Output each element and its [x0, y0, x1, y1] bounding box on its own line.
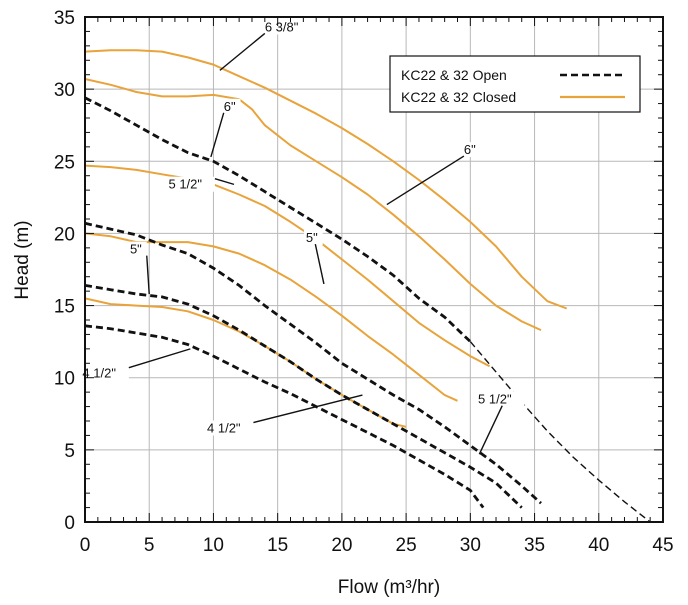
- annotation-leader: [214, 178, 235, 186]
- y-axis-title: Head (m): [12, 220, 33, 299]
- y-tick-label: 30: [54, 80, 75, 101]
- annotation-label: 4 1/2": [82, 366, 116, 381]
- y-tick-label: 15: [54, 297, 75, 318]
- x-tick-label: 45: [652, 535, 673, 556]
- annotation-leader: [219, 32, 266, 71]
- annotation-label-bg: [461, 142, 481, 158]
- annotation-label: 5": [130, 242, 142, 257]
- annotation-label-bg: [303, 230, 323, 246]
- legend: KC22 & 32 Open KC22 & 32 Closed: [389, 55, 641, 113]
- annotation-label-bg: [80, 365, 129, 381]
- open-curve-5: [84, 284, 523, 509]
- legend-box: [389, 55, 641, 113]
- open-curve-5-1-2: [84, 221, 542, 505]
- annotation-label-bg: [205, 420, 254, 436]
- annotation-leader: [210, 112, 225, 158]
- closed-curve-6: [84, 78, 542, 332]
- x-tick-label: 5: [144, 535, 155, 556]
- annotation-label: 5": [306, 230, 318, 245]
- annotation-leader: [128, 348, 191, 369]
- annotation-label-bg: [262, 19, 312, 35]
- annotation-label: 5 1/2": [168, 177, 202, 192]
- annotation-layer: 6 3/8" 6" 6" 5 1/2" 5" 5" 4 1/2" 4 1/2" 5 1/2": [80, 19, 525, 455]
- annotation-label: 4 1/2": [207, 421, 241, 436]
- x-tick-label: 25: [396, 535, 417, 556]
- x-axis-title: Flow (m³/hr): [338, 577, 440, 598]
- annotation-label-bg: [166, 176, 215, 192]
- x-tick-label: 20: [331, 535, 352, 556]
- open-curve-6: [84, 96, 472, 343]
- axes-layer: [84, 16, 664, 523]
- y-tick-label: 0: [64, 513, 75, 534]
- annotation-leader: [478, 405, 503, 455]
- x-tick-label: 15: [267, 535, 288, 556]
- open-curve-4-1-2: [84, 324, 485, 509]
- x-tick-label: 0: [80, 535, 91, 556]
- x-tick-label: 40: [588, 535, 609, 556]
- annotation-label-bg: [127, 241, 147, 257]
- annotation-leader: [386, 155, 465, 206]
- open-curve-6-extension: [469, 341, 651, 523]
- y-tick-label: 25: [54, 152, 75, 173]
- y-tick-label: 10: [54, 369, 75, 390]
- y-tick-label: 35: [54, 8, 75, 29]
- series-layer: [84, 49, 651, 523]
- y-tick-label: 20: [54, 224, 75, 245]
- legend-label-open: KC22 & 32 Open: [401, 67, 507, 83]
- y-tick-label: 5: [64, 441, 75, 462]
- annotation-label-bg: [221, 98, 241, 114]
- tick-labels: 0 5 10 15 20 25 30 35 40 45 0 5 10 15 20 25 30 35: [54, 8, 674, 556]
- x-tick-label: 35: [524, 535, 545, 556]
- legend-label-closed: KC22 & 32 Closed: [401, 89, 516, 105]
- x-tick-label: 30: [460, 535, 481, 556]
- annotation-label: 6 3/8": [265, 19, 299, 34]
- closed-curve-6-3-8: [84, 49, 568, 310]
- plot-frame: [84, 16, 664, 523]
- closed-curve-4-1-2: [84, 297, 407, 428]
- annotation-label: 6": [224, 99, 236, 114]
- annotation-leader: [253, 394, 363, 424]
- annotation-label: 6": [464, 142, 476, 157]
- annotation-leader: [146, 255, 150, 295]
- annotation-leader: [314, 243, 325, 285]
- annotation-label: 5 1/2": [478, 392, 512, 407]
- x-tick-label: 10: [203, 535, 224, 556]
- closed-curve-5-1-2: [84, 164, 491, 368]
- closed-curve-5: [84, 232, 458, 402]
- annotation-label-bg: [476, 391, 525, 407]
